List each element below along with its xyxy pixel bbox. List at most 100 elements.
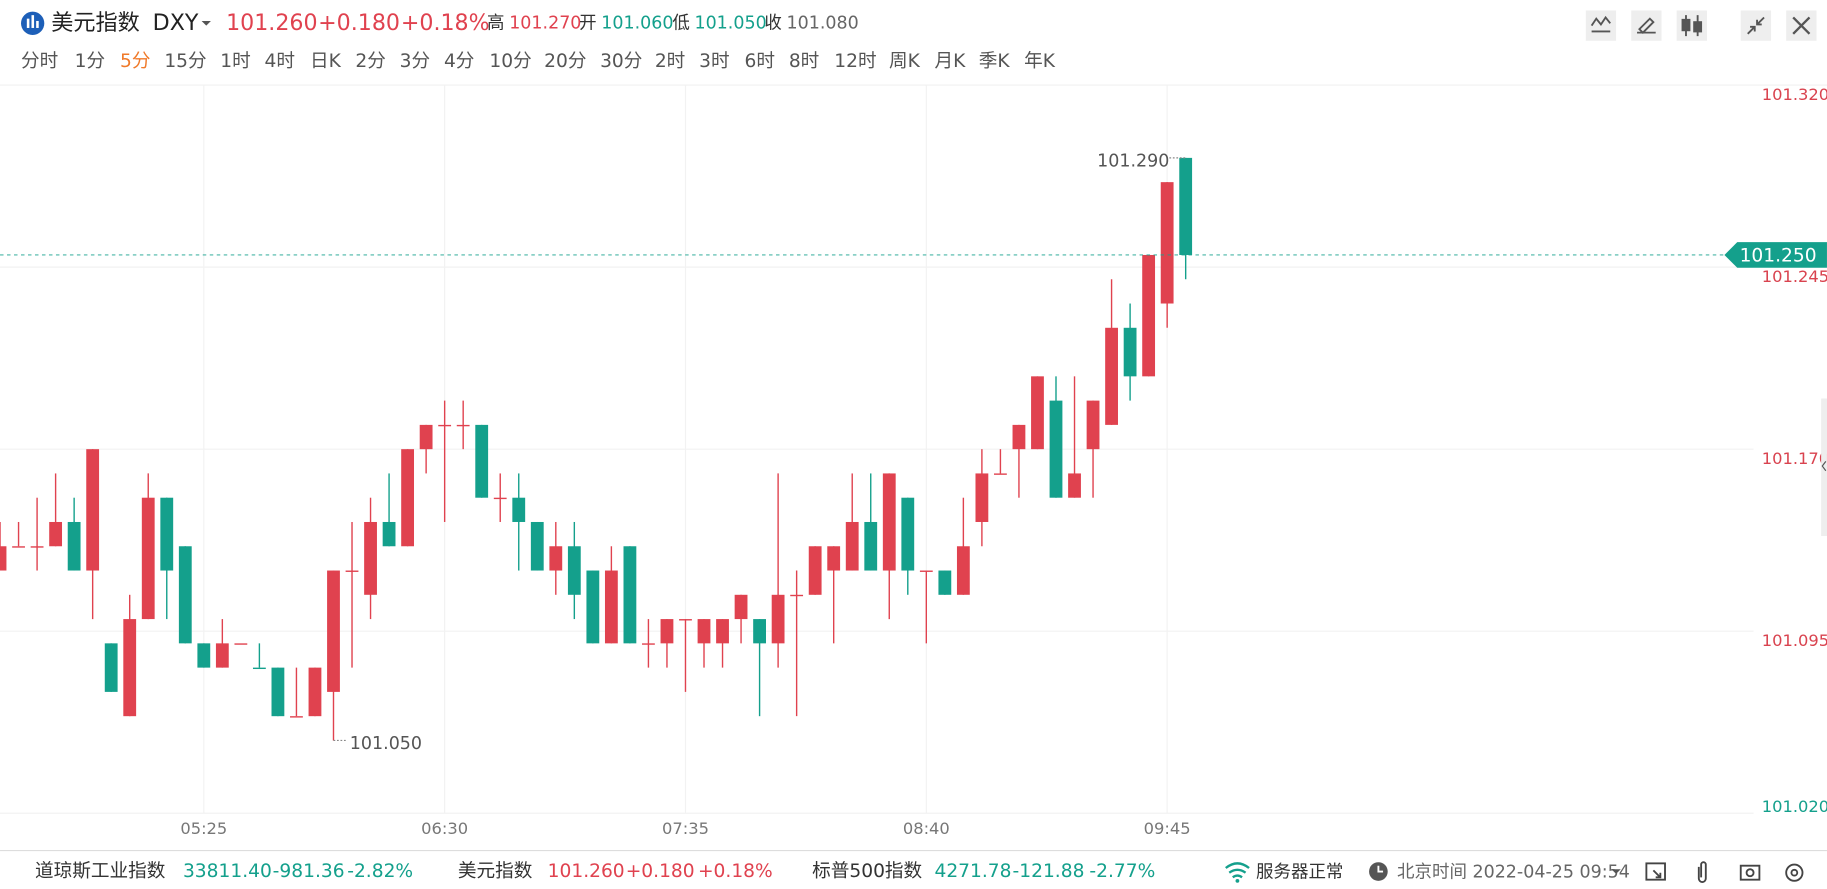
candle-body xyxy=(308,667,322,717)
candle-body xyxy=(938,570,952,595)
candle-body xyxy=(197,643,211,668)
dropdown-caret[interactable] xyxy=(201,20,211,26)
tool-draw[interactable] xyxy=(1631,10,1662,41)
period-tab[interactable]: 日K xyxy=(310,51,342,72)
icon-window[interactable] xyxy=(1645,862,1666,881)
server-status: 服务器正常 xyxy=(1256,863,1343,883)
period-tab[interactable]: 10分 xyxy=(489,51,531,72)
candle-body xyxy=(753,619,766,644)
y-tick-label: 101.095 xyxy=(1762,631,1827,650)
period-tab[interactable]: 分时 xyxy=(21,51,58,72)
ticker-name[interactable]: 标普500指数 xyxy=(812,861,922,882)
candle-body xyxy=(234,643,248,645)
period-tab[interactable]: 周K xyxy=(889,51,921,72)
candle-body xyxy=(86,449,100,571)
candle-body xyxy=(1012,424,1026,450)
ticker-price: 33811.40 xyxy=(183,861,272,882)
candle-body xyxy=(382,521,396,547)
ticker-pct: +0.18% xyxy=(698,861,773,882)
period-tab[interactable]: 15分 xyxy=(164,51,206,72)
candle-body xyxy=(419,424,433,450)
candle-body xyxy=(1179,157,1193,255)
period-tab[interactable]: 1时 xyxy=(220,51,250,72)
candle-body xyxy=(1160,182,1174,304)
period-tab[interactable]: 季K xyxy=(979,51,1011,72)
period-tab[interactable]: 月K xyxy=(934,51,966,72)
stat-value: 101.080 xyxy=(786,13,858,33)
candle-body xyxy=(0,546,7,571)
period-tab[interactable]: 1分 xyxy=(75,51,105,72)
candle-body xyxy=(475,424,489,498)
candle-body xyxy=(1123,327,1137,377)
side-handle[interactable] xyxy=(1821,398,1827,536)
stat-label: 高 xyxy=(487,13,504,33)
candle-body xyxy=(1068,473,1081,498)
wifi-icon xyxy=(1225,862,1250,879)
candle-body xyxy=(901,497,915,571)
candle-body xyxy=(623,546,637,644)
annotation: 101.290 xyxy=(1097,151,1169,171)
change-pct: +0.18% xyxy=(401,10,490,36)
period-tab[interactable]: 3时 xyxy=(699,51,729,72)
candle-body xyxy=(1049,400,1063,498)
candle-body xyxy=(493,497,507,500)
ticker-name[interactable]: 道琼斯工业指数 xyxy=(35,861,166,882)
period-tab[interactable]: 3分 xyxy=(400,51,430,72)
period-tab[interactable]: 5分 xyxy=(120,51,150,72)
symbol-code[interactable]: DXY xyxy=(153,10,199,36)
period-tab[interactable]: 20分 xyxy=(544,51,586,72)
candle-body xyxy=(642,643,655,645)
tool-shrink[interactable] xyxy=(1740,10,1772,41)
x-tick-label: 09:45 xyxy=(1144,819,1191,838)
annotation: 101.050 xyxy=(350,734,422,754)
candle-body xyxy=(327,570,340,692)
icon-attach[interactable] xyxy=(1697,861,1707,883)
period-tab[interactable]: 30分 xyxy=(600,51,642,72)
candle-body xyxy=(530,521,544,571)
stat-value: 101.060 xyxy=(601,13,673,33)
candle-body xyxy=(919,570,933,572)
candle-body xyxy=(1031,376,1044,450)
candle-body xyxy=(882,473,896,571)
candle-body xyxy=(586,570,600,644)
stat-label: 低 xyxy=(672,13,689,33)
ticker-pct: -2.82% xyxy=(347,861,413,882)
candle-body xyxy=(549,546,563,571)
symbol-name: 美元指数 xyxy=(51,10,139,36)
candle-body xyxy=(123,619,137,717)
stat-value: 101.050 xyxy=(694,13,766,33)
time-caret[interactable] xyxy=(1611,869,1621,874)
candle-body xyxy=(271,667,285,717)
candle-body xyxy=(141,497,155,620)
period-tab[interactable]: 年K xyxy=(1024,51,1056,72)
candle-body xyxy=(827,546,841,571)
candle-body xyxy=(604,570,618,644)
ticker-change: +0.180 xyxy=(626,861,695,882)
candle-body xyxy=(845,521,859,571)
y-tick-label: 101.020 xyxy=(1762,797,1827,816)
candle-body xyxy=(975,473,989,522)
period-tab[interactable]: 6时 xyxy=(745,51,775,72)
candle-body xyxy=(364,521,377,595)
period-tab[interactable]: 12时 xyxy=(834,51,876,72)
stat-label: 收 xyxy=(764,13,781,33)
candle-body xyxy=(290,716,303,718)
period-tab[interactable]: 2时 xyxy=(655,51,685,72)
change: +0.180 xyxy=(318,10,400,36)
period-tab[interactable]: 4时 xyxy=(265,51,295,72)
icon-settings[interactable] xyxy=(1785,863,1804,882)
candle-body xyxy=(401,449,415,547)
candle-body xyxy=(790,594,804,597)
x-tick-label: 08:40 xyxy=(903,819,950,838)
candle-body xyxy=(660,619,674,644)
candle-body xyxy=(104,643,118,692)
period-tab[interactable]: 2分 xyxy=(355,51,385,72)
tool-candle[interactable] xyxy=(1676,10,1707,41)
stat-label: 开 xyxy=(579,13,596,33)
period-tab[interactable]: 8时 xyxy=(789,51,819,72)
y-tick-label: 101.245 xyxy=(1762,267,1827,286)
icon-camera[interactable] xyxy=(1739,864,1761,881)
ticker-name[interactable]: 美元指数 xyxy=(458,861,533,882)
period-tab[interactable]: 4分 xyxy=(444,51,474,72)
